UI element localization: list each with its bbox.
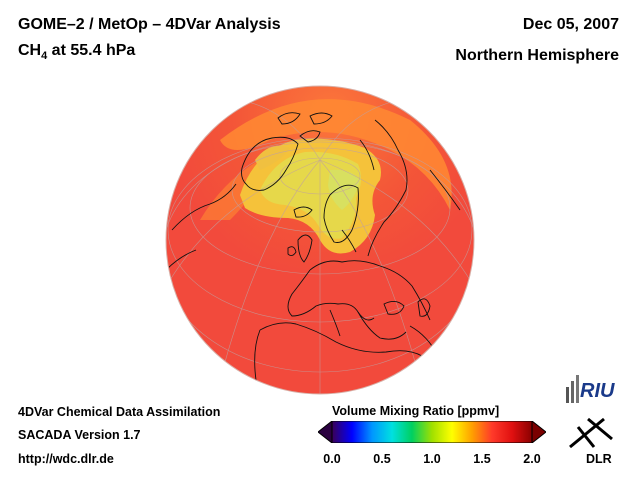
level: at 55.4 hPa bbox=[47, 42, 136, 59]
dlr-logo bbox=[569, 417, 613, 449]
footer-line2: SACADA Version 1.7 bbox=[18, 428, 141, 442]
species: CH bbox=[18, 42, 42, 59]
colorbar-tick-label: 2.0 bbox=[523, 452, 541, 466]
colorbar-tick-label: 1.5 bbox=[473, 452, 491, 466]
title-line1: GOME–2 / MetOp – 4DVar Analysis bbox=[18, 16, 281, 33]
colorbar-tick-label: 1.0 bbox=[423, 452, 441, 466]
species-subscript: 4 bbox=[41, 50, 48, 63]
colorbar-title: Volume Mixing Ratio [ppmv] bbox=[332, 404, 500, 418]
date: Dec 05, 2007 bbox=[522, 16, 619, 33]
svg-text:RIU: RIU bbox=[580, 380, 615, 402]
colorbar-tick-label: 0.5 bbox=[373, 452, 391, 466]
riu-logo: RIU bbox=[566, 375, 615, 403]
globe-map bbox=[165, 85, 475, 395]
footer-url: http://wdc.dlr.de bbox=[18, 452, 114, 466]
colorbar bbox=[318, 421, 546, 443]
dlr-label: DLR bbox=[586, 452, 612, 466]
footer-line1: 4DVar Chemical Data Assimilation bbox=[18, 405, 221, 419]
colorbar-tick-label: 0.0 bbox=[323, 452, 341, 466]
region: Northern Hemisphere bbox=[455, 47, 619, 64]
title-line2: CH4 at 55.4 hPa bbox=[18, 42, 135, 62]
